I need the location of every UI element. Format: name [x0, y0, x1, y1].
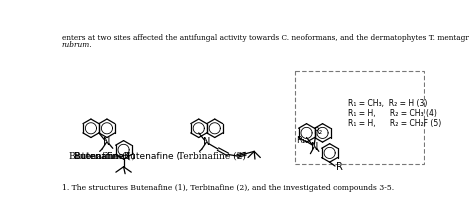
Text: Butenafine (: Butenafine ( — [74, 151, 130, 161]
Text: enters at two sites affected the antifungal activity towards C. neoformans, and : enters at two sites affected the antifun… — [62, 34, 469, 42]
Text: N: N — [310, 142, 318, 152]
Text: rubrum.: rubrum. — [62, 40, 92, 48]
Text: R₁: R₁ — [296, 136, 305, 145]
Text: R₁ = H,      R₂ = CH₂F (5): R₁ = H, R₂ = CH₂F (5) — [347, 119, 441, 128]
Text: N: N — [203, 137, 210, 147]
Text: R₁ = CH₃,  R₂ = H (3): R₁ = CH₃, R₂ = H (3) — [347, 99, 427, 108]
Text: N: N — [103, 137, 110, 147]
Text: Butenafine (: Butenafine ( — [73, 151, 130, 161]
Text: R₂: R₂ — [313, 127, 322, 136]
Text: 1. The structures Butenafine (1), Terbinafine (2), and the investigated compound: 1. The structures Butenafine (1), Terbin… — [62, 184, 394, 192]
Text: R₁ = H,      R₂ = CH₃ (4): R₁ = H, R₂ = CH₃ (4) — [347, 109, 437, 118]
Text: Butenafine (1): Butenafine (1) — [69, 151, 135, 161]
Text: R: R — [336, 162, 343, 172]
Text: Butenafine (: Butenafine ( — [124, 151, 180, 161]
Text: Terbinafine (2): Terbinafine (2) — [178, 151, 246, 161]
